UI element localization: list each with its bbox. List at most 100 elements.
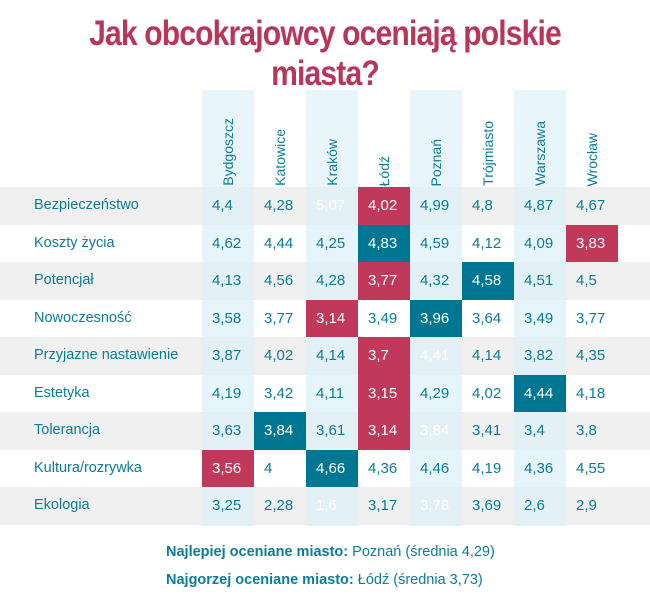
table-cell-worst: 3,77 [358,262,410,300]
column-header: Katowice [254,98,306,186]
table-cell: 4,29 [410,374,462,412]
table-cell: 2,9 [576,497,597,514]
table-cell: 3,25 [202,487,254,525]
table-cell: 4,09 [514,224,566,262]
table-cell: 4,14 [472,347,502,364]
table-cell-worst: 3,7 [358,337,410,375]
table-cell: 3,8 [576,422,597,439]
worst-city-value: Łódź (średnia 3,73) [357,572,483,588]
row-label: Kultura/rozrywka [34,459,142,476]
table-cell-best: 3,84 [410,412,462,450]
column-header-label: Bydgoszcz [220,118,236,186]
column-header: Warszawa [514,98,566,186]
table-cell: 3,17 [368,497,398,514]
table-cell: 3,63 [202,412,254,450]
table-cell: 4,46 [410,449,462,487]
table-cell: 4,44 [264,234,294,252]
table-cell: 4,32 [410,262,462,300]
table-cell: 4,02 [472,384,502,402]
row-label: Nowoczesność [34,309,132,326]
row-label: Ekologia [34,497,90,513]
table-cell: 3,87 [202,337,254,375]
table-cell: 2,6 [514,487,566,525]
table-cell-worst: 3,15 [358,374,410,412]
table-cell-worst: 3,83 [566,224,618,262]
table-cell: 3,49 [368,309,398,327]
table-cell: 3,49 [514,299,566,337]
row-label: Estetyka [34,384,90,401]
table-cell: 4,67 [576,197,606,214]
table-cell: 4,59 [410,224,462,262]
table-row: Bezpieczeństwo 4,4 4,28 5,07 4,02 4,99 4,8 4,87… [0,187,650,225]
table-cell: 3,77 [576,309,606,327]
table-cell: 4,18 [576,384,606,402]
table-cell: 2,28 [264,497,294,514]
column-header-label: Katowice [272,129,288,186]
row-label: Koszty życia [34,234,115,251]
table-cell: 3,64 [472,309,502,327]
table-cell-worst: 3,14 [358,412,410,450]
table-cell: 4,19 [472,459,502,477]
best-city-label: Najlepiej oceniane miasto: [166,544,349,560]
table-row: Potencjał 4,13 4,56 4,28 3,77 4,32 4,58 4,51 4,5 [0,262,650,300]
table-cell-best: 5,07 [306,187,358,225]
table-cell: 4,62 [202,224,254,262]
table-cell: 4,25 [306,224,358,262]
column-header-label: Poznań [428,138,444,186]
column-header: Wrocław [566,98,618,186]
table-cell: 3,77 [264,309,294,327]
table-cell: 4,28 [264,197,294,214]
table-cell-worst: 3,56 [202,449,254,487]
table-cell: 4 [264,459,273,477]
column-header: Poznań [410,98,462,186]
column-header-label: Łódź [376,155,392,186]
table-cell-best: 4,58 [462,262,514,300]
table-row: Tolerancja 3,63 3,84 3,61 3,14 3,84 3,41 3,4 3,8 [0,412,650,450]
row-label: Bezpieczeństwo [34,197,139,213]
column-header-label: Warszawa [532,121,548,186]
table-row: Ekologia 3,25 2,28 1,6 3,17 3,78 3,69 2,6 2,9 [0,487,650,525]
table-cell: 4,56 [264,272,294,289]
row-label: Potencjał [34,272,94,288]
column-header: Łódź [358,98,410,186]
table-row: Estetyka 4,19 3,42 4,11 3,15 4,29 4,02 4,44 4,18 [0,374,650,412]
table-cell-best: 4,83 [358,224,410,262]
table-cell: 4,02 [264,347,294,364]
table-cell-worst: 4,02 [358,187,410,225]
row-label: Tolerancja [34,422,101,438]
table-cell: 4,51 [514,262,566,300]
column-header: Kraków [306,98,358,186]
worst-city-label: Najgorzej oceniane miasto: [166,572,354,588]
table-cell-best: 3,96 [410,299,462,337]
table-cell: 4,12 [472,234,502,252]
table-row: Koszty życia 4,62 4,44 4,25 4,83 4,59 4,12 4,09… [0,224,650,262]
best-city-note: Najlepiej oceniane miasto: Poznań (średn… [166,544,495,560]
table-cell: 4,87 [514,187,566,225]
table-cell: 4,19 [202,374,254,412]
table-cell-worst: 1,6 [306,487,358,525]
table-cell: 3,58 [202,299,254,337]
chart-title: Jak obcokrajowcy oceniają polskie miasta… [89,14,562,93]
table-cell: 4,99 [410,187,462,225]
table-cell-best: 4,44 [514,374,566,412]
table-row: Przyjazne nastawienie 3,87 4,02 4,14 3,7 4,41… [0,337,650,375]
table-cell: 3,61 [306,412,358,450]
table-cell: 4,28 [306,262,358,300]
table-cell-best: 4,66 [306,449,358,487]
table-cell: 3,69 [472,497,502,514]
table-cell: 4,11 [306,374,358,412]
table-row: Kultura/rozrywka 3,56 4 4,66 4,36 4,46 4,19 4,3… [0,449,650,487]
column-header-label: Kraków [324,139,340,186]
table-cell: 4,13 [202,262,254,300]
column-header-label: Wrocław [584,132,600,186]
table-cell: 3,42 [264,384,294,402]
table-cell: 4,36 [514,449,566,487]
table-cell: 4,35 [576,347,606,364]
table-cell: 4,36 [368,459,398,477]
table-cell: 3,4 [514,412,566,450]
table-cell-best: 4,41 [410,337,462,375]
column-header: Trójmiasto [462,98,514,186]
column-header-label: Trójmiasto [480,121,496,186]
table-row: Nowoczesność 3,58 3,77 3,14 3,49 3,96 3,64 3,49… [0,299,650,337]
worst-city-note: Najgorzej oceniane miasto: Łódź (średnia… [166,572,483,588]
